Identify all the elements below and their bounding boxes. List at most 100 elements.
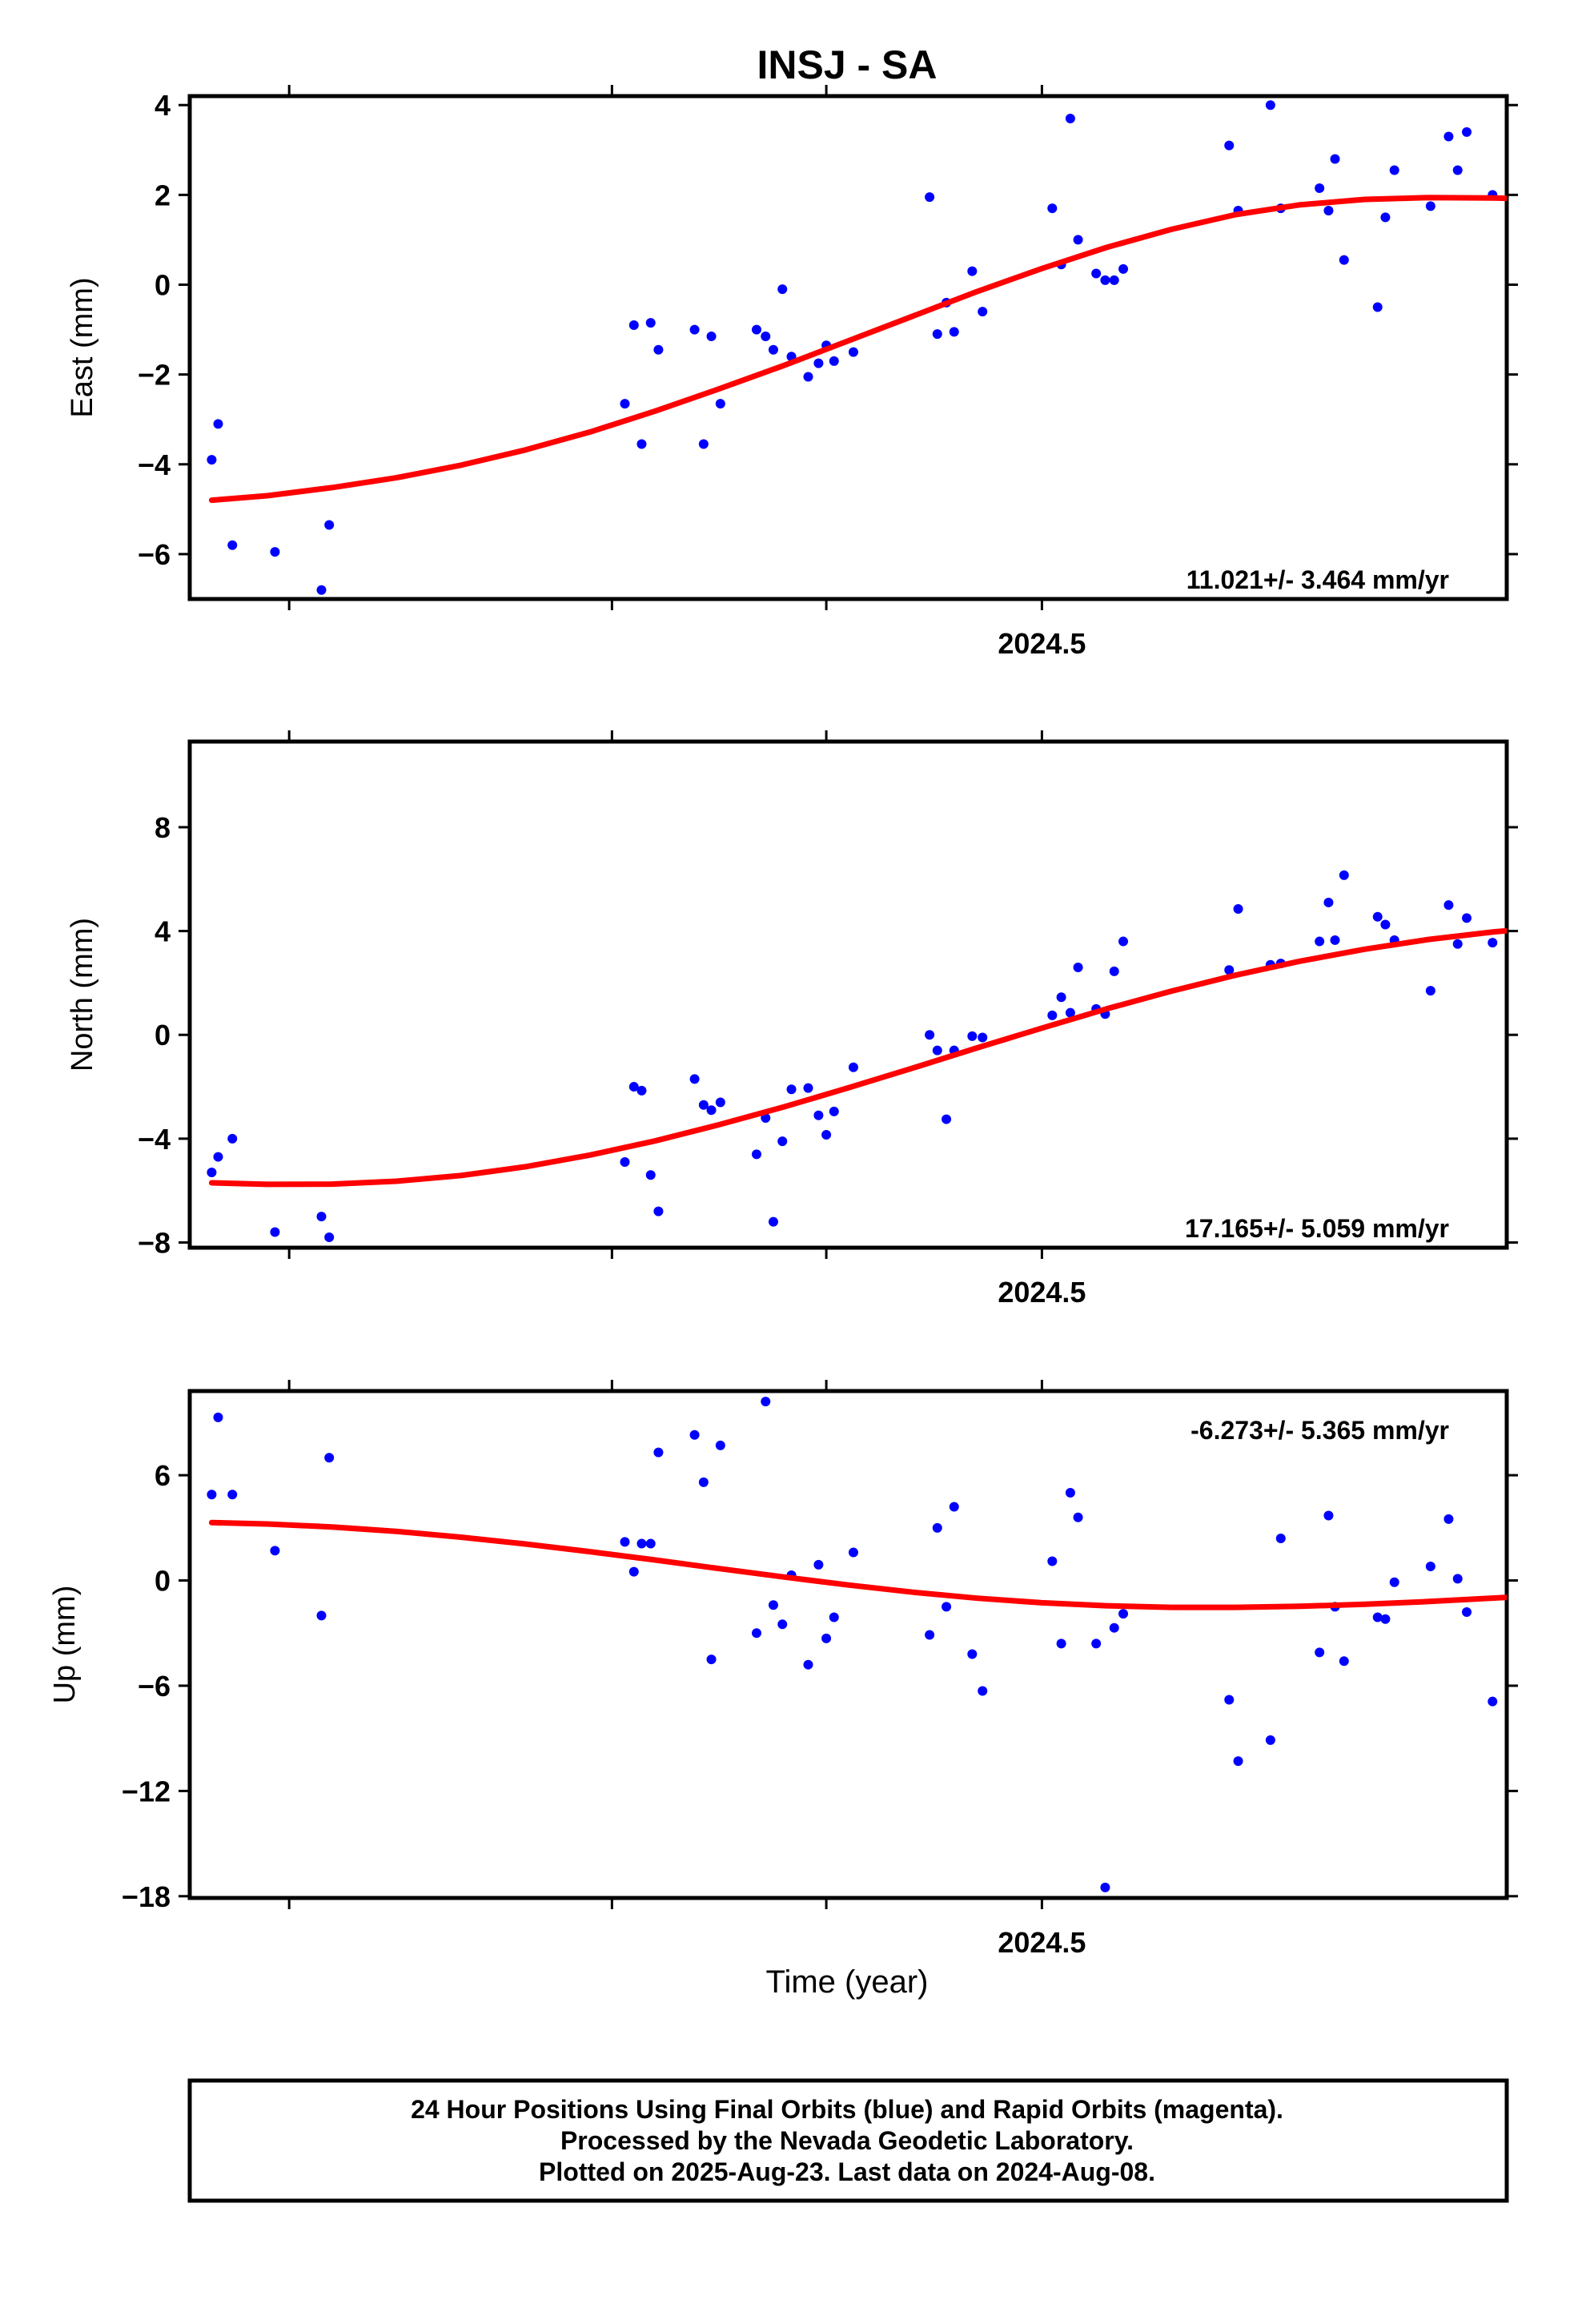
panel-east: 4 2 0 −2 −4 −6 2024.5 East (mm) 11.021+/- 3.464 …: [66, 85, 1524, 660]
up-data-point: [1323, 1510, 1334, 1521]
up-data-point: [316, 1610, 327, 1621]
up-data-point: [1091, 1638, 1102, 1649]
up-data-point: [1452, 1574, 1463, 1584]
east-data-point: [978, 307, 988, 317]
north-data-point: [213, 1152, 223, 1162]
north-data-point: [1315, 936, 1325, 947]
up-data-point: [270, 1546, 280, 1556]
north-data-point: [715, 1097, 725, 1108]
up-data-point: [1047, 1556, 1058, 1566]
up-data-point: [653, 1447, 664, 1458]
east-data-point: [1372, 302, 1383, 312]
north-data-point: [1488, 938, 1498, 948]
east-data-point: [813, 358, 824, 368]
east-plot-area: [207, 100, 1524, 595]
north-data-point: [848, 1062, 858, 1072]
north-data-point: [227, 1133, 238, 1144]
east-data-point: [1323, 205, 1334, 215]
north-data-point: [813, 1110, 824, 1120]
north-data-point: [1323, 897, 1334, 907]
east-ytick-label: −2: [138, 359, 171, 392]
up-plot-frame: [187, 1389, 1509, 1900]
up-fit-curve: [208, 1519, 1507, 1610]
up-data-point: [1315, 1647, 1325, 1658]
up-ytick-label: −18: [122, 1880, 171, 1913]
east-data-point: [1425, 201, 1435, 211]
up-data-point: [645, 1538, 656, 1549]
east-data-point: [1389, 165, 1399, 175]
north-fit-curve: [208, 927, 1507, 1188]
up-data-point: [848, 1547, 858, 1558]
east-xtick-label: 2024.5: [998, 627, 1086, 660]
east-data-point: [270, 547, 280, 557]
footer-line-2: Processed by the Nevada Geodetic Laborat…: [560, 2126, 1134, 2155]
up-data-point: [777, 1619, 788, 1630]
up-data-point: [628, 1566, 639, 1577]
east-ytick-label: −4: [138, 448, 171, 481]
east-data-point: [1339, 255, 1349, 265]
north-data-point: [1118, 936, 1129, 947]
east-data-point: [1462, 127, 1472, 137]
east-data-point: [1515, 166, 1524, 175]
north-data-point: [1073, 962, 1083, 972]
east-data-point: [925, 192, 935, 203]
north-data-point: [636, 1085, 647, 1096]
up-data-point: [978, 1686, 988, 1696]
up-data-point: [942, 1602, 952, 1612]
east-data-point: [645, 318, 656, 328]
east-data-point: [1065, 114, 1075, 124]
east-data-point: [1315, 183, 1325, 193]
east-data-point: [1047, 203, 1058, 214]
east-data-point: [636, 439, 647, 449]
up-data-point: [1389, 1577, 1399, 1587]
north-data-point: [1056, 992, 1066, 1003]
up-data-point: [967, 1649, 978, 1659]
north-data-point: [324, 1232, 335, 1243]
up-data-point: [925, 1630, 935, 1640]
east-data-point: [1380, 212, 1391, 223]
east-data-point: [227, 540, 238, 550]
up-data-point: [1275, 1533, 1286, 1543]
north-data-point: [761, 1112, 771, 1123]
north-data-point: [698, 1100, 709, 1110]
north-data-point: [1452, 939, 1463, 949]
north-data-point: [207, 1168, 217, 1178]
east-data-point: [698, 439, 709, 449]
north-data-point: [751, 1149, 761, 1160]
east-data-point: [213, 419, 223, 429]
panels: 4 2 0 −2 −4 −6 2024.5 East (mm) 11.021+/- 3.464 …: [48, 85, 1524, 1959]
east-data-point: [967, 266, 978, 276]
east-data-point: [751, 324, 761, 335]
up-data-point: [1065, 1488, 1075, 1498]
east-ytick-label: 4: [155, 89, 171, 122]
up-rate-label: -6.273+/- 5.365 mm/yr: [1191, 1416, 1449, 1445]
north-data-point: [1330, 935, 1340, 945]
north-data-point: [706, 1105, 717, 1116]
up-data-point: [932, 1522, 942, 1533]
north-data-point: [1425, 986, 1435, 996]
east-data-point: [207, 455, 217, 465]
x-axis-label: Time (year): [766, 1964, 929, 2000]
east-data-point: [689, 324, 700, 335]
east-data-point: [1091, 268, 1102, 279]
up-data-point: [1224, 1695, 1235, 1705]
up-data-point: [1056, 1638, 1066, 1649]
up-data-point: [1100, 1882, 1110, 1892]
east-data-point: [932, 329, 942, 340]
north-data-point: [1065, 1007, 1075, 1018]
up-data-point: [1488, 1696, 1498, 1707]
east-data-point: [949, 327, 959, 337]
east-data-point: [1073, 235, 1083, 245]
east-data-point: [653, 344, 664, 355]
east-data-point: [803, 372, 813, 382]
footer-line-1: 24 Hour Positions Using Final Orbits (bl…: [411, 2095, 1283, 2124]
east-data-point: [1265, 100, 1275, 111]
east-data-point: [761, 331, 771, 341]
north-data-point: [1372, 911, 1383, 922]
up-data-point: [1233, 1756, 1243, 1767]
east-data-point: [316, 585, 327, 595]
up-data-point: [715, 1440, 725, 1450]
up-ytick-label: 0: [155, 1565, 171, 1598]
panel-up: 6 0 −6 −12 −18 2024.5 Up (mm) -6.273+/- 5.365 m…: [48, 1380, 1518, 1959]
east-data-point: [715, 399, 725, 409]
